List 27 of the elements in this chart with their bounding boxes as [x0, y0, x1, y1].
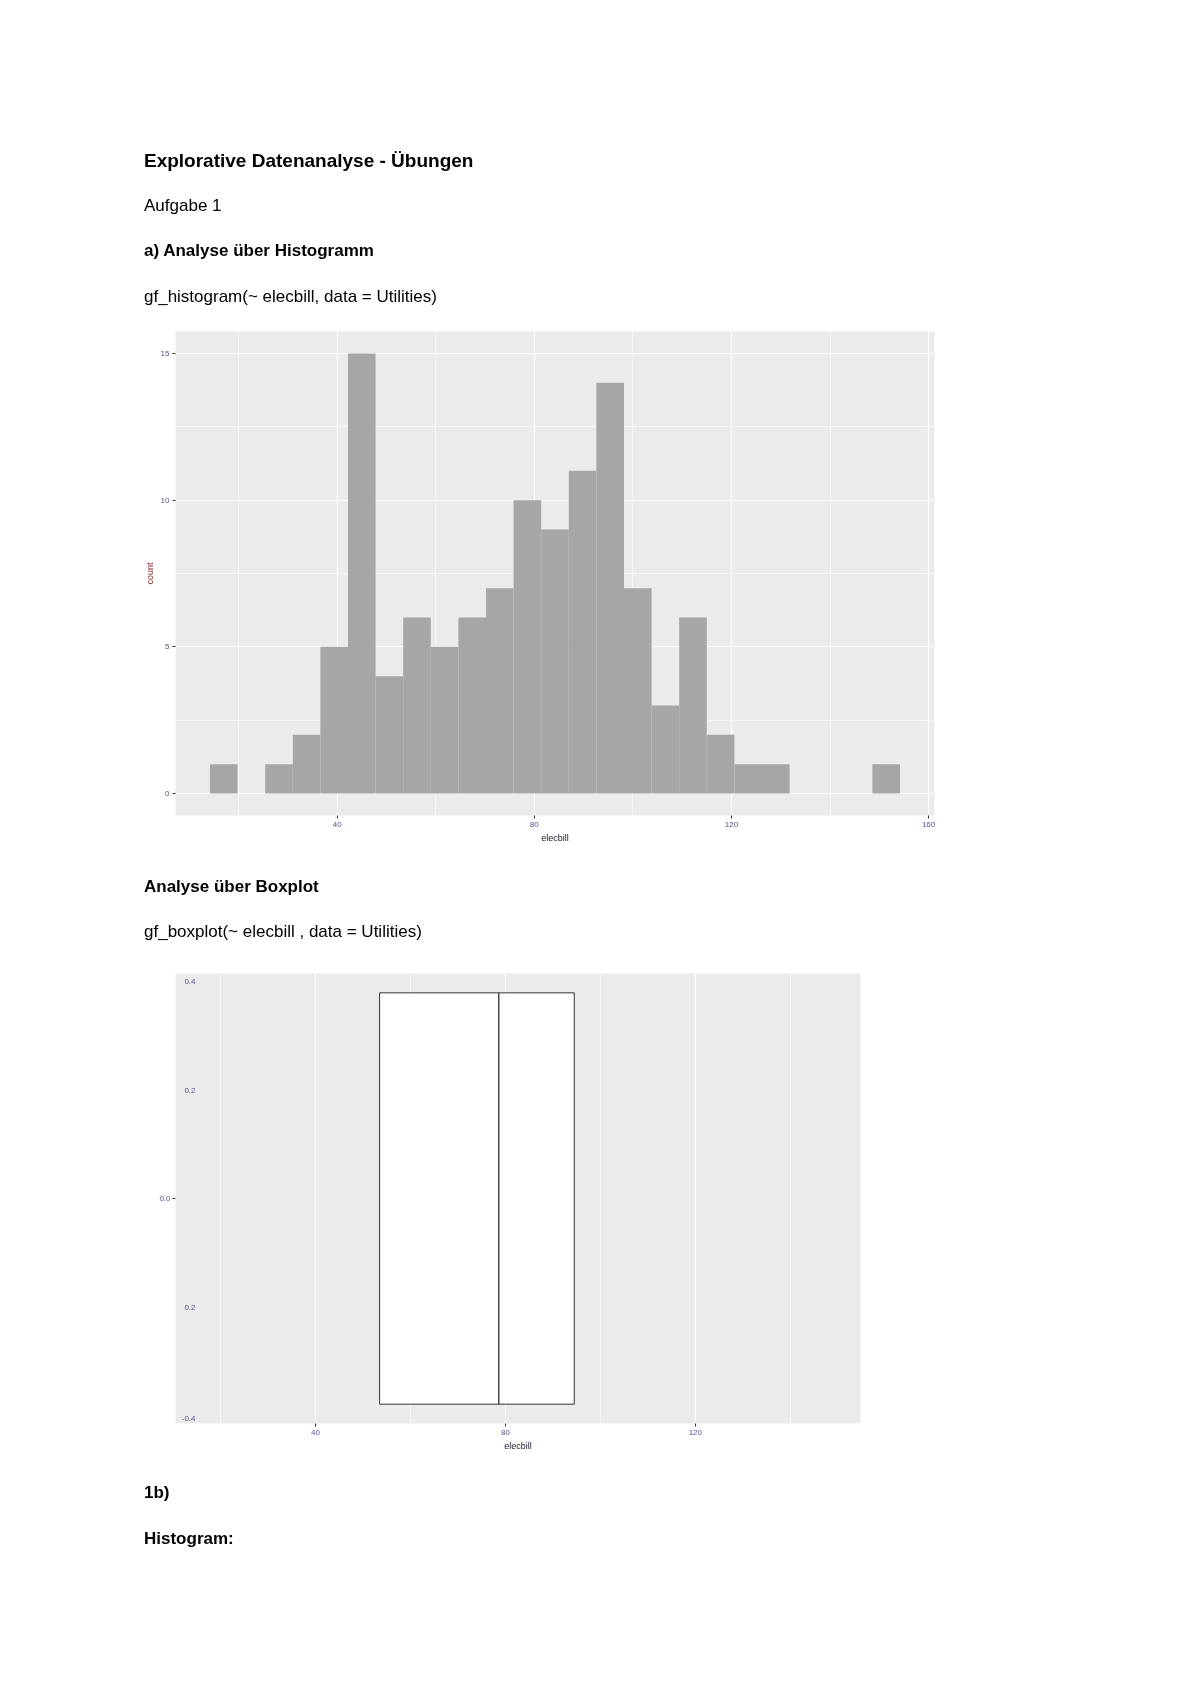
chart-subtitle: Aufgabe 1: [144, 196, 222, 215]
chart-title: Explorative Datenanalyse - Übungen: [144, 150, 474, 171]
x-tick-label: 80: [529, 819, 540, 829]
x-tick-label: 120: [724, 819, 739, 829]
y-tick-label: 15: [160, 349, 171, 358]
x-axis-title: elecbill: [541, 832, 569, 843]
annotation: 0.2: [184, 1303, 197, 1313]
annotation: -0.4: [181, 1413, 197, 1423]
x-tick-label: 80: [500, 1427, 511, 1437]
x-axis-title: elecbill: [504, 1440, 532, 1451]
x-tick-label: 160: [921, 819, 936, 829]
y-tick-label: 0.0: [159, 1194, 172, 1203]
text: Histogram:: [144, 1529, 234, 1548]
text: gf_histogram(~ elecbill, data = Utilities): [144, 287, 437, 306]
x-tick-label: 40: [332, 819, 343, 829]
x-tick-label: 40: [311, 1427, 321, 1437]
text: a) Analyse über Histogramm: [144, 241, 374, 260]
text: 1b): [144, 1483, 170, 1502]
chart-title: Analyse über Boxplot: [144, 877, 319, 896]
x-tick-label: 120: [688, 1427, 703, 1437]
y-tick-label: 5: [165, 642, 171, 652]
chart-subtitle: gf_boxplot(~ elecbill , data = Utilities): [144, 922, 422, 941]
y-tick-label: 10: [160, 495, 171, 505]
annotation: 0.2: [184, 1085, 197, 1095]
annotation: 0.4: [184, 976, 197, 986]
y-tick-label: 0: [165, 789, 171, 798]
y-axis-title: count: [144, 561, 155, 585]
